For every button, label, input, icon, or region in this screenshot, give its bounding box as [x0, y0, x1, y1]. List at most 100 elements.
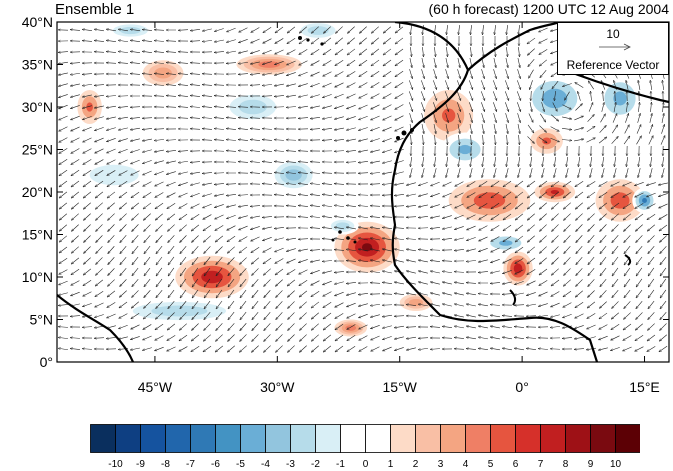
azores-island [320, 42, 324, 46]
colorbar-label: -2 [311, 459, 320, 470]
wind-vector [382, 217, 393, 218]
wind-vector [118, 40, 128, 43]
wind-vector [299, 60, 308, 66]
wind-vector [446, 168, 449, 178]
wind-vector [178, 118, 189, 119]
wind-vector [471, 134, 472, 145]
wind-vector [625, 113, 628, 123]
wind-vector [358, 216, 368, 219]
wind-vector [142, 118, 153, 119]
wind-vector [457, 80, 460, 89]
wind-vector [371, 48, 380, 55]
wind-vector [383, 37, 392, 44]
wind-vector [434, 46, 435, 57]
wind-vector [458, 157, 459, 167]
wind-vector [214, 28, 224, 31]
wind-vector [334, 216, 344, 219]
wind-vector [445, 69, 449, 79]
wind-vector [142, 138, 152, 141]
wind-vector [70, 83, 80, 86]
colorbar-label: -4 [261, 459, 270, 470]
wind-vector [562, 128, 572, 129]
wind-vector [310, 129, 321, 130]
wind-vector [564, 91, 570, 101]
wind-vector [83, 213, 91, 221]
wind-vector [262, 72, 272, 75]
wind-vector [515, 191, 524, 198]
wind-vector [71, 137, 80, 143]
wind-vector [562, 104, 572, 110]
wind-vector [518, 25, 519, 35]
wind-vector [263, 26, 272, 33]
wind-vector [190, 84, 201, 85]
wind-vector [346, 116, 356, 119]
wind-vector [660, 135, 666, 145]
wind-vector [658, 182, 668, 185]
wind-vector [167, 224, 175, 232]
wind-vector [83, 224, 91, 232]
wind-vector [214, 129, 225, 130]
wind-vector [626, 102, 627, 112]
wind-vector [286, 106, 297, 107]
wind-vector [119, 181, 128, 186]
wind-vector [262, 49, 272, 54]
wind-vector [543, 90, 544, 101]
wind-vector [120, 224, 127, 231]
wind-vector [214, 214, 224, 220]
wind-vector [154, 40, 165, 41]
wind-vector [250, 85, 261, 86]
wind-vector [493, 124, 496, 134]
wind-vector [493, 113, 497, 123]
wind-vector [482, 25, 483, 35]
wind-vector [562, 116, 572, 119]
wind-vector [82, 105, 92, 109]
wind-vector [298, 205, 308, 206]
wind-vector [144, 224, 151, 231]
wind-vector [421, 58, 424, 68]
wind-vector [505, 69, 509, 79]
colorbar-box [390, 424, 416, 453]
wind-vector [166, 107, 177, 108]
wind-vector [287, 49, 296, 55]
wind-vector [601, 102, 604, 112]
wind-vector [506, 46, 507, 57]
wind-vector [445, 58, 448, 68]
wind-vector [495, 134, 496, 145]
wind-vector [395, 104, 404, 110]
wind-vector [491, 180, 500, 187]
negative-anomaly [151, 305, 208, 317]
wind-vector [191, 214, 200, 219]
wind-vector [154, 73, 165, 74]
wind-vector [346, 138, 356, 141]
wind-vector [457, 58, 460, 68]
wind-vector [515, 213, 524, 220]
positive-anomaly [513, 263, 523, 274]
wind-vector [636, 124, 642, 134]
wind-vector [191, 224, 200, 231]
wind-vector [635, 203, 644, 208]
wind-vector [613, 102, 616, 112]
wind-vector [178, 192, 188, 198]
wind-vector [346, 162, 357, 163]
wind-vector [322, 216, 332, 219]
cape-verde-island [331, 238, 335, 242]
wind-vector [274, 183, 285, 184]
wind-vector [238, 61, 248, 64]
wind-vector [539, 38, 548, 44]
wind-vector [600, 114, 605, 123]
wind-vector [394, 171, 404, 175]
wind-vector [250, 139, 261, 140]
wind-vector [346, 216, 356, 219]
wind-vector [154, 51, 164, 52]
wind-vector [59, 169, 68, 176]
positive-anomaly [473, 192, 506, 209]
wind-vector [250, 215, 260, 218]
wind-vector [179, 224, 187, 232]
wind-vector [457, 102, 460, 111]
wind-vector [178, 171, 188, 174]
wind-vector [107, 213, 115, 221]
wind-vector [491, 213, 500, 220]
wind-vector [262, 216, 273, 217]
wind-vector [527, 124, 534, 133]
wind-vector [310, 71, 320, 77]
